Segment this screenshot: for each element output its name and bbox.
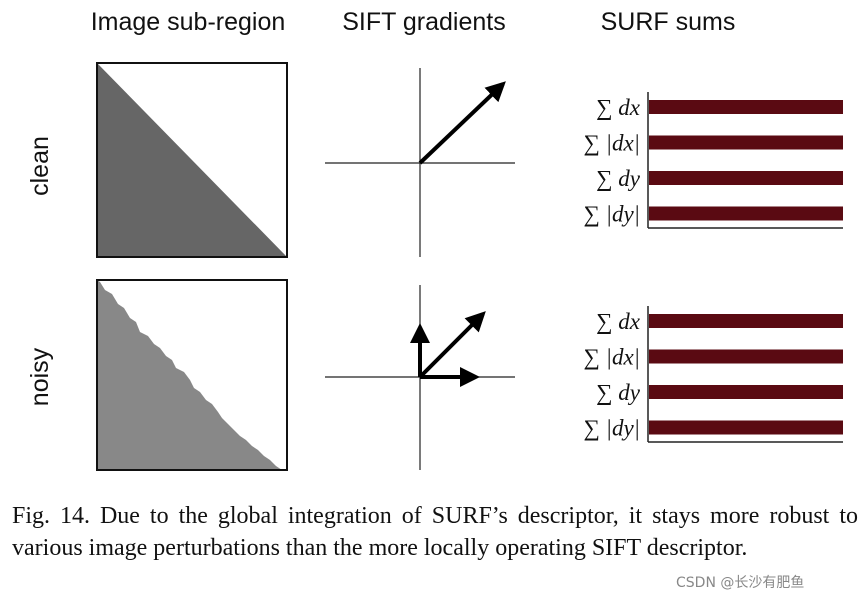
sum-bar	[649, 385, 843, 399]
row-label: clean	[26, 136, 54, 196]
caption: Fig. 14. Due to the global integration o…	[12, 503, 858, 561]
column-header: Image sub-region	[91, 8, 286, 36]
sum-bar	[649, 135, 843, 150]
sum-bar	[649, 314, 843, 328]
sum-label: ∑ dx	[596, 309, 641, 334]
sum-label: ∑ |dx|	[583, 345, 640, 370]
sum-label: ∑ |dy|	[583, 202, 640, 227]
sum-label: ∑ dy	[596, 380, 641, 405]
sum-label: ∑ |dy|	[583, 416, 640, 441]
column-header: SURF sums	[601, 8, 736, 36]
dark-region	[97, 63, 287, 257]
noisy-region	[97, 280, 282, 470]
column-header: SIFT gradients	[342, 8, 506, 36]
image-frame	[96, 62, 288, 258]
sum-label: ∑ dx	[596, 95, 641, 120]
image-frame	[96, 279, 288, 471]
sum-bar	[649, 349, 843, 364]
gradient-arrow	[418, 311, 486, 379]
sum-bar	[649, 206, 843, 221]
sum-bar	[649, 171, 843, 185]
row-label: noisy	[26, 347, 54, 406]
sum-label: ∑ |dx|	[583, 131, 640, 156]
sum-bar	[649, 420, 843, 435]
sum-label: ∑ dy	[596, 166, 641, 191]
sum-bar	[649, 100, 843, 114]
gradient-arrow	[418, 81, 506, 165]
watermark: CSDN @长沙有肥鱼	[676, 575, 805, 591]
figure: Image sub-region SIFT gradients SURF sum…	[26, 8, 843, 471]
surf-sums: ∑ dx ∑ |dx| ∑ dy ∑ |dy| ∑ dx ∑ |dx| ∑ dy ∑ |dy|	[583, 92, 843, 443]
